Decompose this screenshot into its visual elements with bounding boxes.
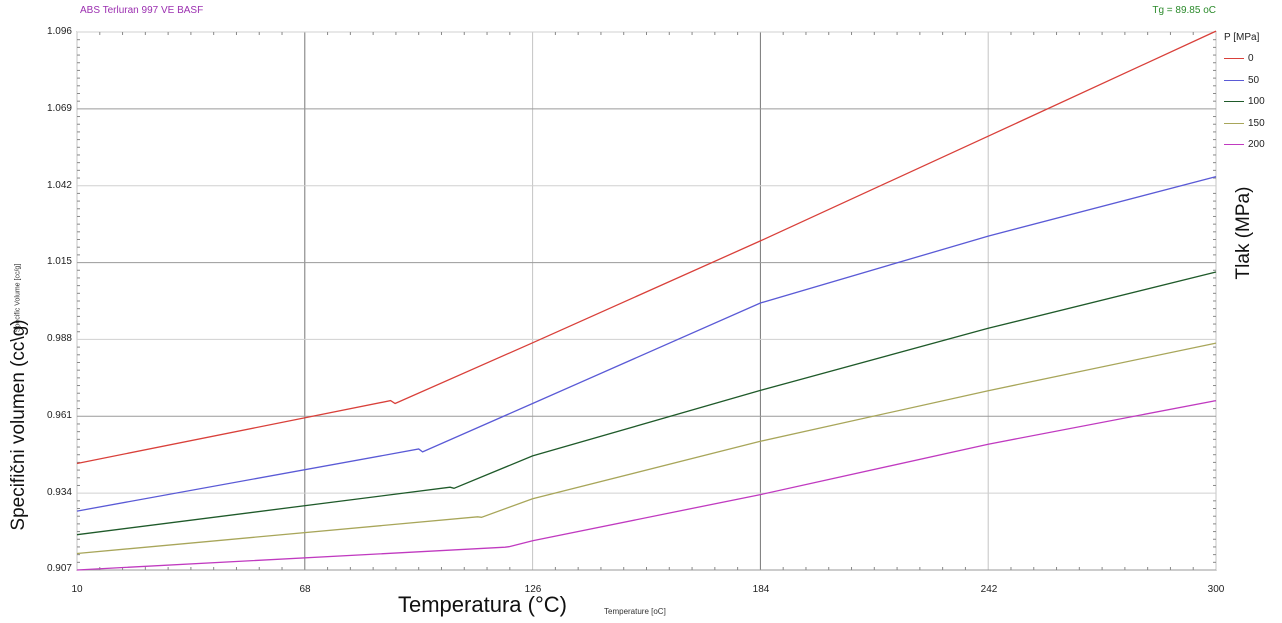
series-line-100 xyxy=(76,271,1217,536)
x-tick-label: 300 xyxy=(1207,584,1225,595)
x-tick-label: 68 xyxy=(299,584,311,595)
x-axis-label: Temperatura (°C) xyxy=(398,592,567,617)
legend-label: 0 xyxy=(1248,53,1254,64)
y-tick-label: 0.988 xyxy=(46,333,72,344)
series-line-50 xyxy=(76,175,1217,512)
legend-swatch xyxy=(1224,123,1244,124)
tg-label: Tg = 89.85 oC xyxy=(1152,5,1216,16)
legend-label: 50 xyxy=(1248,75,1260,86)
x-tick-label: 184 xyxy=(752,584,770,595)
legend-label: 150 xyxy=(1248,118,1265,129)
x-tick-label: 242 xyxy=(980,584,998,595)
legend-label: 100 xyxy=(1248,96,1265,107)
legend-swatch xyxy=(1224,144,1244,145)
series-line-200 xyxy=(76,399,1217,571)
y-tick-label: 0.961 xyxy=(46,410,72,421)
y-axis-label: Specifični volumen (cc\g) xyxy=(8,319,29,531)
y-tick-label: 1.069 xyxy=(46,103,72,114)
x-tick-label: 126 xyxy=(524,584,542,595)
x-tick-label: 10 xyxy=(71,584,83,595)
y-tick-label: 1.015 xyxy=(46,256,72,267)
series-line-150 xyxy=(76,342,1217,555)
series-line-0 xyxy=(76,30,1217,465)
legend-title: P [MPa] xyxy=(1224,32,1260,43)
y-tick-label: 0.907 xyxy=(46,563,72,574)
y-tick-label: 1.042 xyxy=(46,180,72,191)
material-title: ABS Terluran 997 VE BASF xyxy=(80,5,204,16)
y-tick-label: 0.934 xyxy=(46,487,72,498)
y-tick-label: 1.096 xyxy=(46,26,72,37)
plot-frame xyxy=(76,31,1217,571)
legend-swatch xyxy=(1224,101,1244,102)
legend-swatch xyxy=(1224,80,1244,81)
x-axis-label-small: Temperature [oC] xyxy=(604,607,666,616)
legend-label: 200 xyxy=(1248,139,1265,150)
legend-swatch xyxy=(1224,58,1244,59)
pressure-axis-label: Tlak (MPa) xyxy=(1233,186,1254,280)
